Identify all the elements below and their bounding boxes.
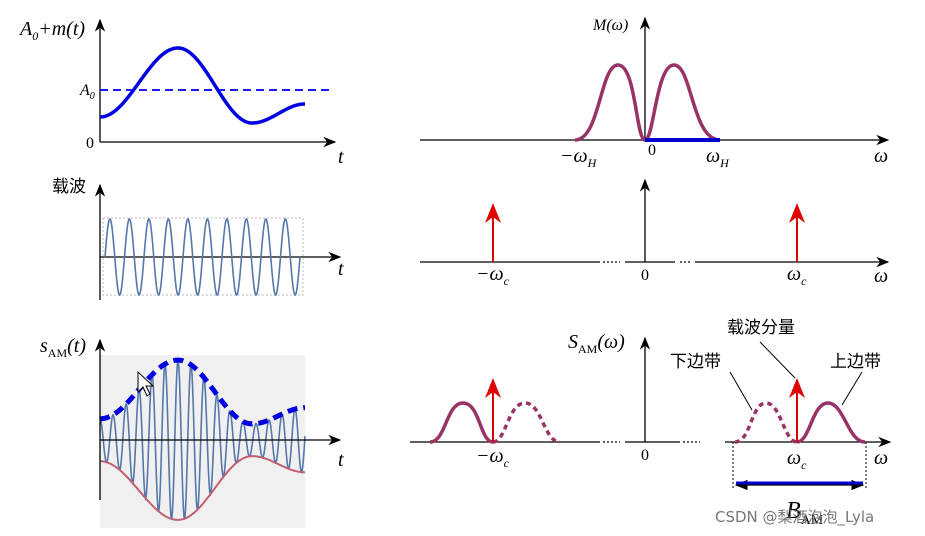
- lower-sideband-label: 下边带: [670, 352, 721, 372]
- origin-label: 0: [641, 447, 649, 464]
- sideband: [734, 401, 798, 444]
- x-label: ω: [874, 145, 888, 167]
- origin-label: 0: [648, 142, 656, 159]
- y-label: 载波: [52, 177, 86, 197]
- y-label: SAM(ω): [568, 331, 625, 356]
- message-curve: [100, 46, 305, 125]
- y-label: sAM(t): [40, 335, 86, 360]
- carrier-spectrum: −ωc 0 ωc ω: [420, 178, 888, 288]
- watermark: CSDN @梨酒泡泡_Lyla: [715, 508, 874, 527]
- carrier-wave: [104, 217, 301, 297]
- neg-carrier-label: −ωc: [476, 263, 510, 288]
- pos-edge-label: ωH: [706, 145, 730, 170]
- cursor: [137, 370, 155, 397]
- lower-envelope: [100, 455, 305, 521]
- x-label: ω: [874, 447, 888, 469]
- carrier-component-label: 载波分量: [727, 318, 795, 338]
- sideband: [796, 401, 866, 444]
- origin-label: 0: [641, 267, 649, 284]
- pos-carrier-label: ωc: [787, 263, 807, 288]
- am-wave: [99, 359, 306, 520]
- pos-carrier-label: ωc: [787, 447, 807, 472]
- x-label: t: [338, 258, 344, 280]
- neg-carrier-label: −ωc: [476, 445, 510, 470]
- level-label: A0: [79, 82, 95, 102]
- sideband: [429, 401, 494, 444]
- neg-edge-label: −ωH: [560, 145, 598, 170]
- bandwidth-guides: [732, 442, 867, 490]
- upper-envelope: [99, 357, 305, 427]
- origin-label: 0: [86, 135, 94, 152]
- x-label: ω: [874, 265, 888, 287]
- baseband-spectrum: M(ω) −ωH 0 ωH ω: [420, 16, 890, 170]
- upper-sideband-label: 上边带: [830, 352, 881, 372]
- y-label: A0+m(t): [18, 18, 85, 43]
- x-label: t: [338, 146, 344, 168]
- sideband: [492, 401, 561, 444]
- bandwidth-label: BAM: [786, 498, 824, 528]
- y-label: M(ω): [592, 17, 628, 34]
- carrier-panel: 载波 t: [52, 177, 344, 300]
- carrier-box: [102, 217, 304, 296]
- x-label: t: [338, 449, 344, 471]
- modulated-panel: sAM(t) t: [40, 335, 344, 528]
- baseband-panel: A0+m(t) A0 0 t: [18, 18, 344, 168]
- modulated-spectrum: SAM(ω) 载波分量 下边带 上边带 −ωc 0 ωc ω BAM: [410, 318, 890, 528]
- pointer-lines: [729, 341, 863, 411]
